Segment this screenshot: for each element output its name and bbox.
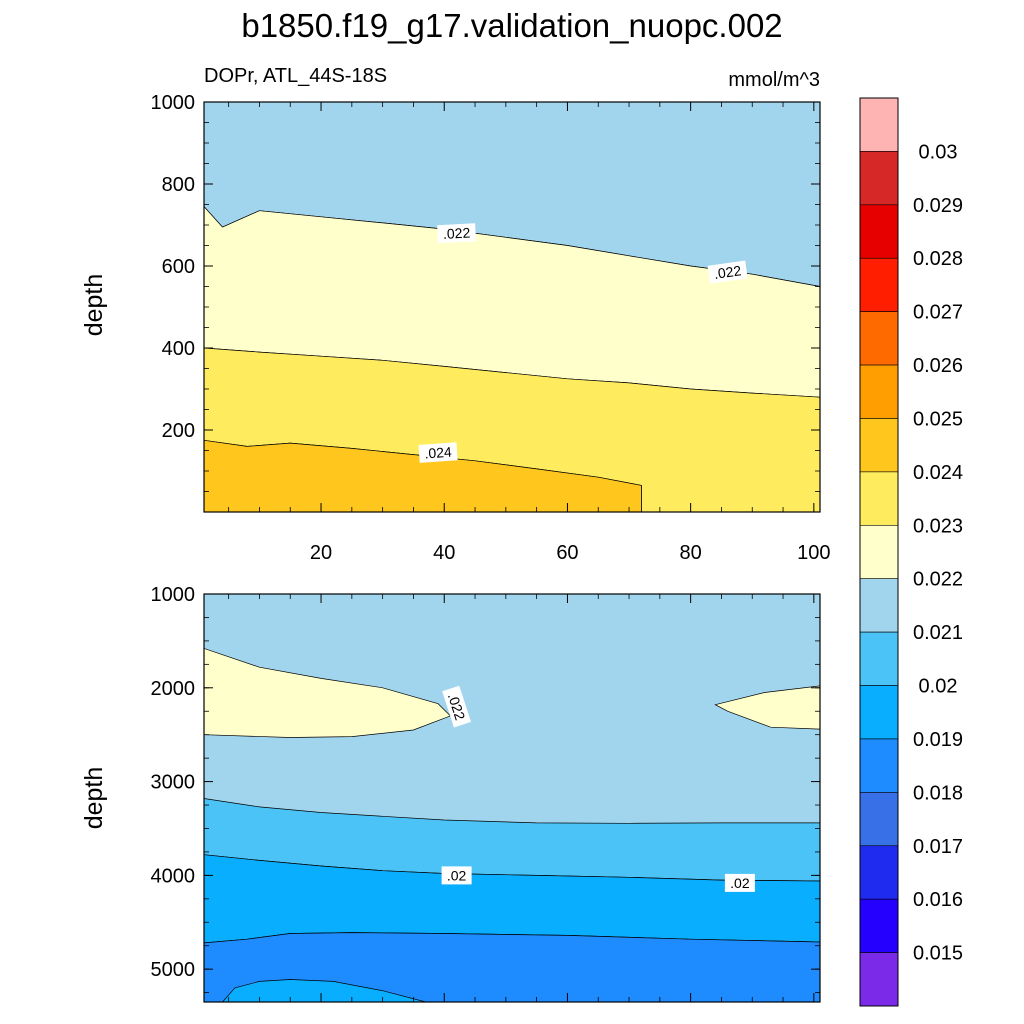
contour-label-2: .022 [707, 260, 748, 284]
colorbar-label: 0.021 [913, 622, 963, 644]
colorbar-swatch-4 [859, 311, 899, 366]
y-tick-label: 400 [162, 338, 195, 360]
colorbar-label: 0.02 [919, 676, 958, 698]
y-tick-label: 200 [162, 420, 195, 442]
contour-label-2: .02 [724, 873, 755, 892]
bottom-ylabel: depth [80, 767, 108, 830]
colorbar-label: 0.024 [913, 462, 963, 484]
contour-regions [204, 594, 820, 1002]
y-tick-label: 2000 [151, 678, 196, 700]
y-tick-label: 5000 [151, 959, 196, 981]
subtitle-left: DOPr, ATL_44S-18S [204, 65, 387, 87]
colorbar-swatch-1 [859, 151, 899, 206]
x-tick-label: 40 [433, 542, 455, 564]
subtitle-right: mmol/m^3 [728, 69, 820, 91]
colorbar-label: 0.015 [913, 943, 963, 965]
colorbar-label: 0.03 [919, 141, 958, 163]
contour-label-text: .022 [443, 224, 471, 241]
contour-region-0 [204, 594, 820, 825]
colorbar-label: 0.029 [913, 195, 963, 217]
colorbar-swatch-6 [859, 418, 899, 473]
contour-label-bg [707, 260, 748, 284]
contour-label-bg [442, 685, 472, 728]
x-tick-label: 80 [680, 542, 702, 564]
contour-label-bg [418, 442, 458, 463]
colorbar-swatch-15 [859, 898, 899, 953]
colorbar-frame [859, 97, 899, 1007]
contour-region-5 [204, 932, 820, 1002]
top-panel: .024 .022 .022 200 400 600 800 1000 20 40 60 80 100 [151, 92, 831, 564]
contour-region-6 [222, 979, 426, 1002]
contour-label-text: .022 [713, 262, 742, 282]
colorbar-label: 0.019 [913, 729, 963, 751]
colorbar-swatch-14 [859, 845, 899, 900]
colorbar: 0.03 0.029 0.028 0.027 0.026 0.025 0.024 0.023 0… [859, 97, 963, 1007]
contour-region-2 [714, 685, 820, 730]
y-tick-label: 600 [162, 256, 195, 278]
contour-label-bg [437, 223, 477, 244]
contour-label-bg [724, 873, 755, 892]
contour-label-1: .02 [441, 866, 472, 885]
colorbar-swatch-9 [859, 578, 899, 633]
colorbar-label: 0.017 [913, 836, 963, 858]
colorbar-swatch-0 [859, 97, 899, 152]
contour-label-0: .024 [418, 442, 458, 463]
contour-label-text: .02 [730, 875, 750, 891]
colorbar-swatch-11 [859, 685, 899, 740]
colorbar-swatch-5 [859, 364, 899, 419]
y-tick-label: 4000 [151, 865, 196, 887]
colorbar-swatch-10 [859, 631, 899, 686]
y-tick-label: 1000 [151, 92, 196, 114]
colorbar-swatch-12 [859, 738, 899, 793]
colorbar-label: 0.025 [913, 408, 963, 430]
colorbar-swatch-8 [859, 524, 899, 580]
colorbar-swatch-13 [859, 792, 899, 847]
colorbar-label: 0.027 [913, 302, 963, 324]
contour-regions [204, 102, 820, 512]
contour-label-0: .022 [442, 685, 472, 728]
contour-label-1: .022 [437, 223, 477, 244]
colorbar-label: 0.018 [913, 782, 963, 804]
colorbar-label: 0.022 [913, 569, 963, 591]
colorbar-label: 0.026 [913, 355, 963, 377]
chart-title: b1850.f19_g17.validation_nuopc.002 [241, 7, 782, 44]
colorbar-swatch-2 [859, 204, 899, 259]
contour-label-bg [441, 866, 472, 885]
y-tick-label: 3000 [151, 772, 196, 794]
contour-label-text: .02 [447, 867, 467, 883]
contour-region-3 [204, 439, 642, 512]
y-tick-label: 1000 [151, 584, 196, 606]
colorbar-swatch-7 [859, 471, 899, 526]
y-tick-label: 800 [162, 174, 195, 196]
bottom-panel: .022 .02 .02 1000 2000 3000 4000 5000 [151, 584, 821, 1003]
x-tick-label: 100 [797, 542, 830, 564]
colorbar-swatch-3 [859, 257, 899, 312]
colorbar-label: 0.016 [913, 889, 963, 911]
colorbar-label: 0.023 [913, 515, 963, 537]
x-tick-label: 20 [310, 542, 332, 564]
colorbar-swatch-16 [859, 952, 899, 1007]
colorbar-label: 0.028 [913, 248, 963, 270]
contour-label-text: .024 [424, 444, 453, 462]
top-ylabel: depth [80, 274, 108, 337]
x-tick-label: 60 [556, 542, 578, 564]
panel-frame [203, 593, 821, 1003]
